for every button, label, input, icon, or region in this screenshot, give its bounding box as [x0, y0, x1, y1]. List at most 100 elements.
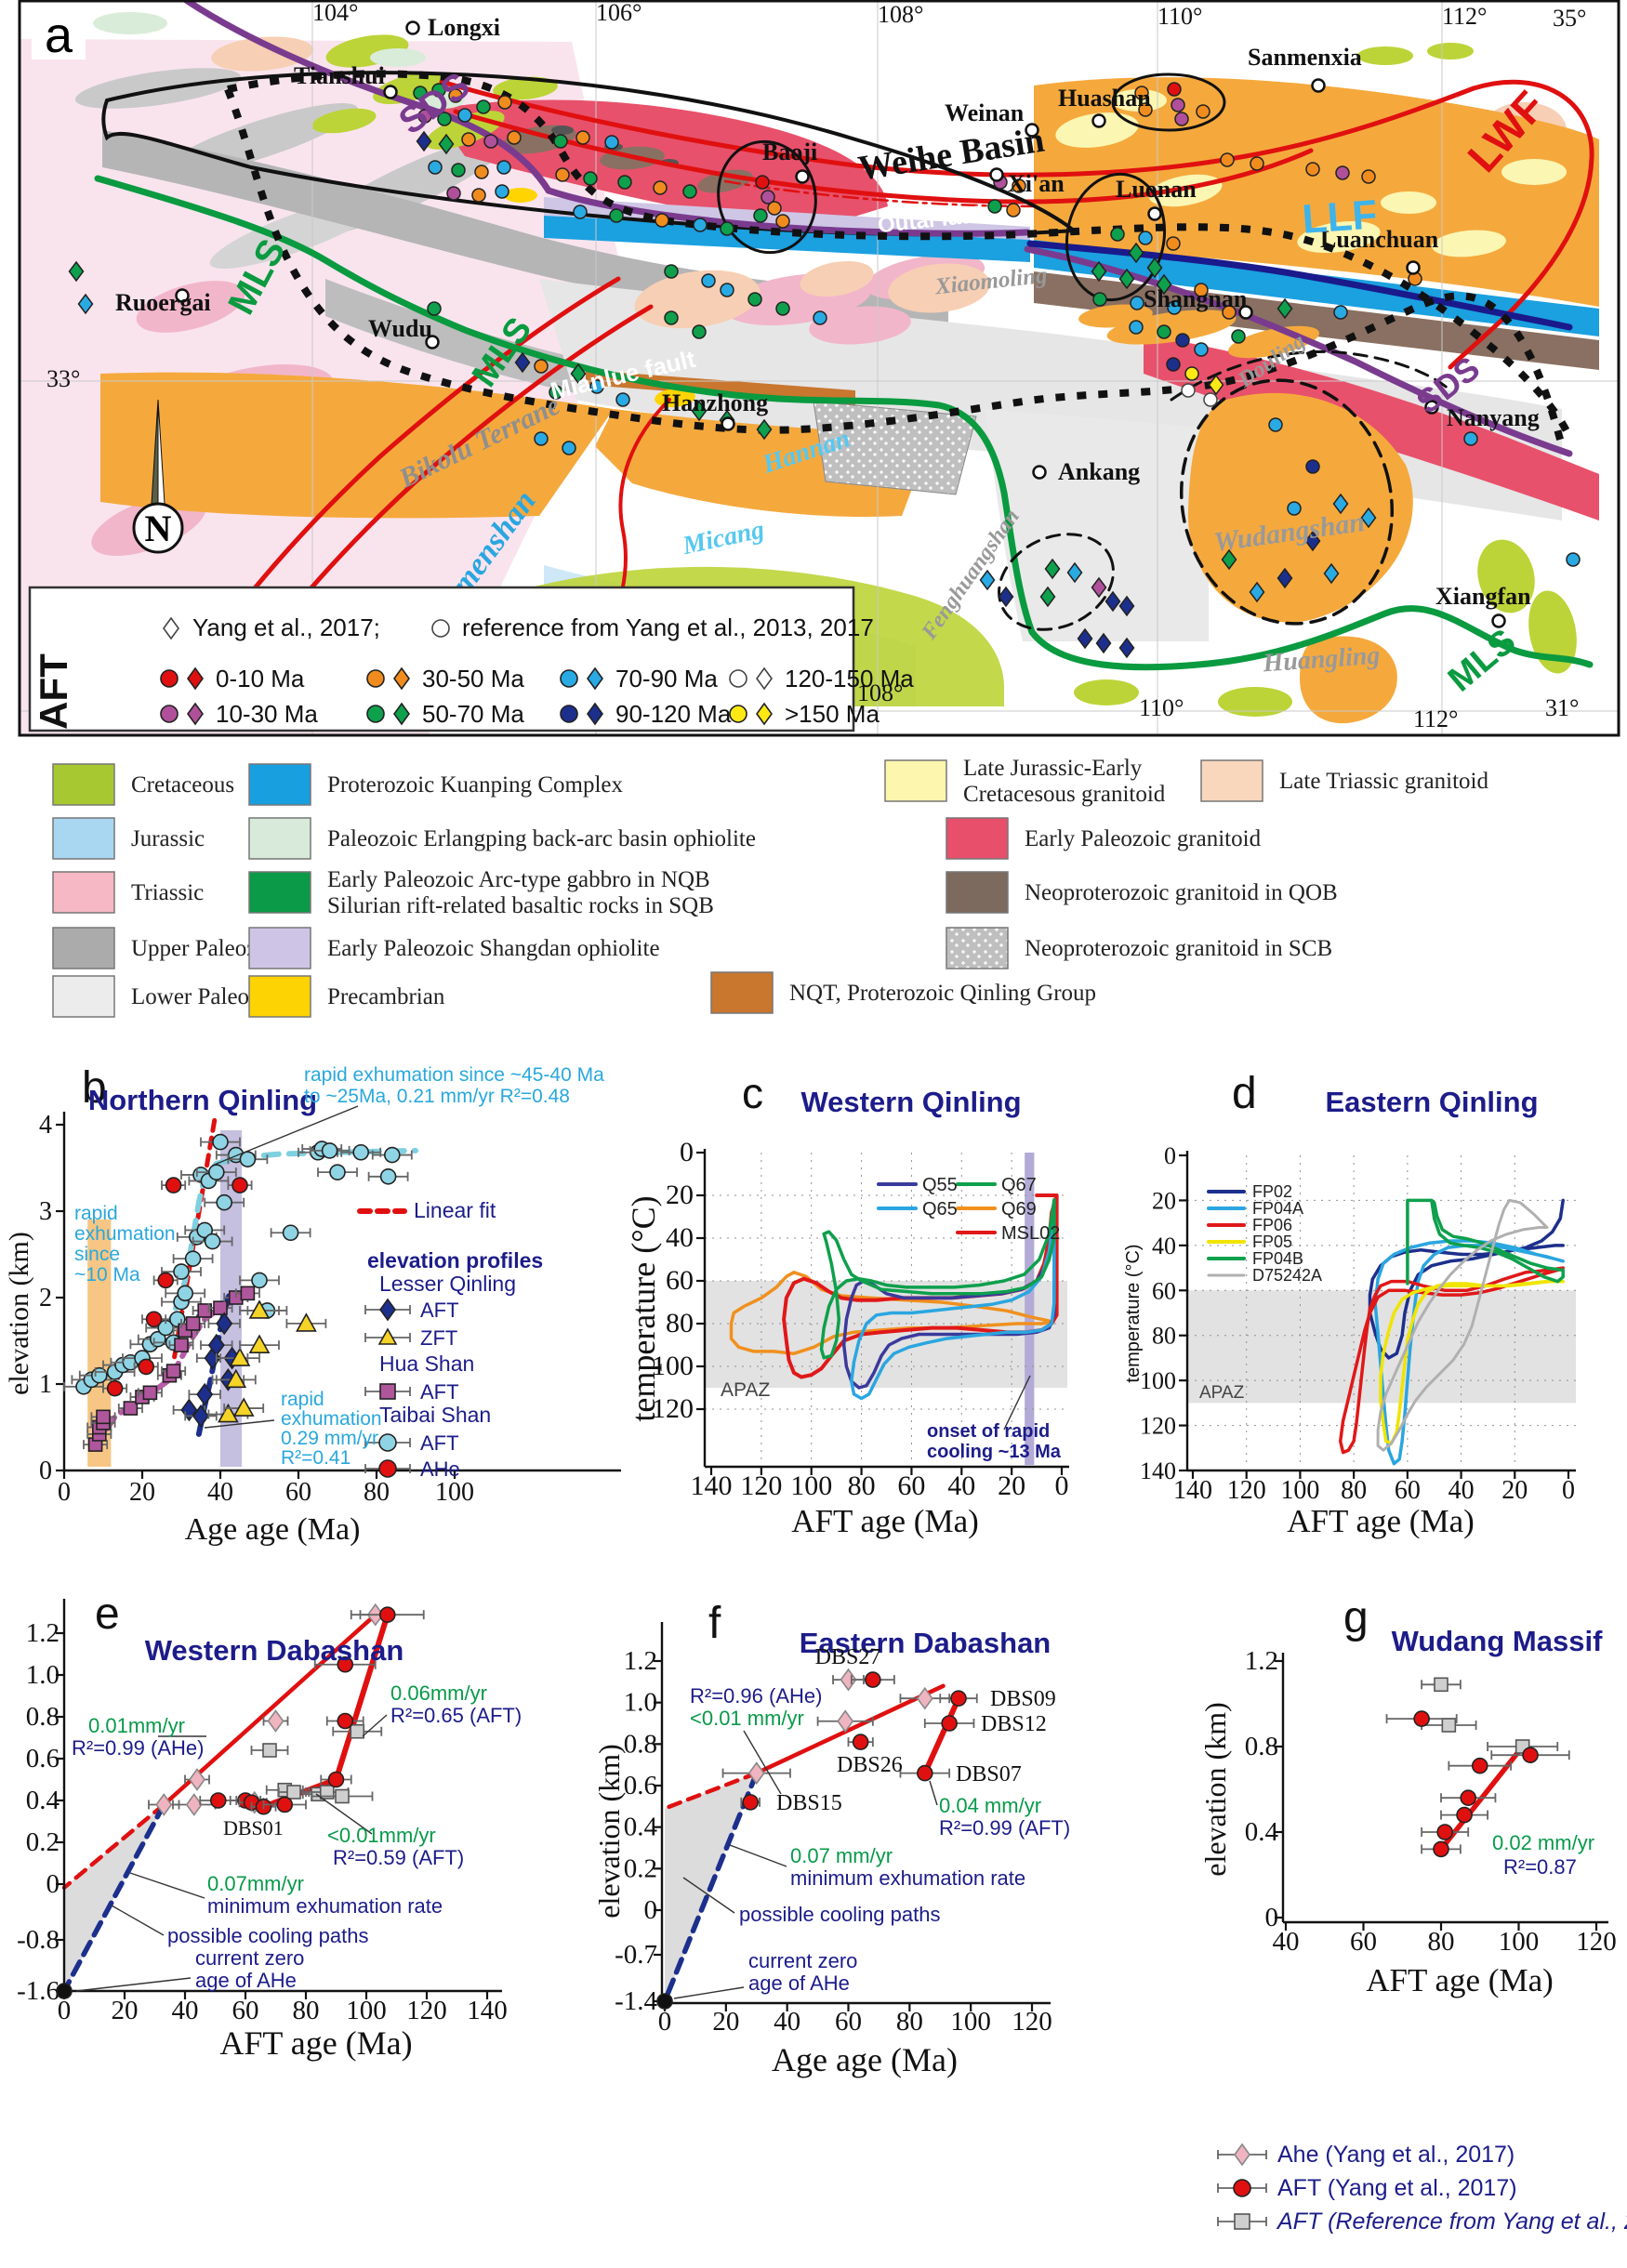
svg-text:1.2: 1.2 [624, 1646, 657, 1676]
svg-text:-1.4: -1.4 [615, 1986, 657, 2016]
g-legend-aft: AFT (Yang et al., 2017) [1277, 2175, 1517, 2201]
city-label-sanmenxia: Sanmenxia [1248, 44, 1362, 71]
svg-text:0: 0 [1164, 1142, 1176, 1169]
svg-text:R²=0.87: R²=0.87 [1503, 1855, 1577, 1879]
svg-text:100: 100 [1280, 1476, 1319, 1505]
svg-text:60: 60 [1350, 1927, 1377, 1957]
svg-text:0.6: 0.6 [26, 1744, 60, 1774]
map-border [18, 0, 1620, 737]
svg-text:possible cooling paths: possible cooling paths [167, 1924, 368, 1947]
svg-text:APAZ: APAZ [721, 1379, 770, 1401]
panel-e-title: Western Dabashan [145, 1634, 404, 1667]
svg-text:Taibai Shan: Taibai Shan [379, 1403, 491, 1427]
city-dot-wudu [425, 335, 440, 349]
legend-label-10: Late Jurassic-Early Cretacesous granitoid [963, 756, 1166, 807]
svg-text:D75242A: D75242A [1252, 1266, 1322, 1285]
svg-text:120: 120 [1012, 2007, 1052, 2037]
svg-text:120: 120 [1140, 1413, 1176, 1440]
panel-f-ylabel: elevation (km) [592, 1744, 626, 1918]
svg-text:60: 60 [285, 1478, 311, 1507]
legend-chip-13 [946, 871, 1009, 914]
svg-text:0.2: 0.2 [624, 1853, 657, 1883]
legend-label-1: Jurassic [131, 826, 205, 851]
svg-text:140: 140 [467, 1996, 508, 2025]
svg-text:DBS15: DBS15 [776, 1791, 842, 1815]
graticule-104: 104° [312, 0, 358, 26]
svg-text:100: 100 [1140, 1367, 1176, 1394]
svg-text:DBS09: DBS09 [990, 1687, 1056, 1711]
city-dot-tianshui [383, 85, 398, 99]
svg-text:elevation profiles: elevation profiles [367, 1248, 543, 1272]
graticule-106: 106° [596, 0, 642, 26]
svg-text:FP04A: FP04A [1252, 1199, 1303, 1218]
panel-letter-b: b [82, 1063, 107, 1113]
svg-text:100: 100 [435, 1478, 474, 1507]
fault-mls [94, 175, 1594, 671]
svg-text:AFT: AFT [420, 1431, 459, 1455]
svg-text:AFT: AFT [420, 1380, 459, 1404]
panel-b-xlabel: Age age (Ma) [185, 1512, 361, 1547]
g-legend-ahe: Ahe (Yang et al., 2017) [1277, 2142, 1515, 2168]
panel-g-xlabel: AFT age (Ma) [1366, 1962, 1554, 1998]
svg-text:1.0: 1.0 [26, 1660, 60, 1690]
svg-text:100: 100 [950, 2007, 991, 2037]
graticule-108b: 108° [857, 679, 903, 706]
svg-text:2: 2 [39, 1284, 52, 1312]
city-dot-xiangfan [1491, 613, 1506, 628]
svg-text:0: 0 [680, 1137, 694, 1167]
city-label-luonan: Luonan [1116, 176, 1197, 203]
svg-text:ZFT: ZFT [420, 1326, 457, 1350]
city-label-luanchuan: Luanchuan [1320, 226, 1439, 253]
legend-label-13: Neoproterozoic granitoid in QOB [1025, 880, 1338, 905]
svg-text:60: 60 [1395, 1476, 1421, 1505]
graticule-108: 108° [878, 1, 923, 28]
svg-text:40: 40 [1448, 1476, 1475, 1505]
svg-text:140: 140 [1140, 1457, 1176, 1484]
panel-c-title: Western Qinling [800, 1086, 1021, 1118]
svg-text:1.0: 1.0 [624, 1688, 657, 1718]
svg-text:40: 40 [172, 1996, 199, 2025]
svg-text:0: 0 [39, 1457, 52, 1485]
svg-text:Q65: Q65 [922, 1199, 958, 1220]
aft-entry-7: >150 Ma [785, 700, 880, 728]
city-label-nanyang: Nanyang [1447, 404, 1540, 431]
city-label-wudu: Wudu [368, 315, 432, 342]
svg-text:0.8: 0.8 [1245, 1732, 1278, 1761]
svg-text:20: 20 [998, 1470, 1025, 1501]
svg-text:0: 0 [644, 1895, 658, 1925]
svg-text:120: 120 [740, 1470, 782, 1501]
aft-entry-5: 50-70 Ma [422, 700, 524, 728]
panel-letter-d: d [1232, 1069, 1257, 1118]
legend-chip-2 [52, 871, 115, 914]
svg-text:0.07mm/yr: 0.07mm/yr [207, 1872, 304, 1895]
panel-d-title: Eastern Qinling [1325, 1086, 1538, 1118]
panel-letter-a: a [45, 7, 73, 63]
svg-text:R²=0.59 (AFT): R²=0.59 (AFT) [333, 1846, 464, 1869]
svg-text:-0.7: -0.7 [615, 1940, 657, 1970]
svg-text:20: 20 [666, 1180, 694, 1210]
svg-text:0.8: 0.8 [624, 1729, 657, 1759]
svg-text:0.06mm/yr: 0.06mm/yr [390, 1681, 487, 1705]
svg-text:-1.6: -1.6 [17, 1976, 60, 2006]
taibai-ellipse [717, 139, 817, 255]
city-dot-luonan [1147, 206, 1162, 221]
svg-text:MSL02: MSL02 [1001, 1223, 1060, 1244]
aft-entry-2: 70-90 Ma [615, 665, 718, 692]
map-panel: N Longxi Tianshui Baoji Weinan Xi'an Huashan S… [18, 0, 1620, 737]
svg-text:DBS12: DBS12 [981, 1712, 1047, 1736]
map-sample-points [68, 82, 1581, 659]
panel-b-ylabel: elevation (km) [4, 1232, 34, 1395]
city-dot-nanyang [1424, 400, 1439, 415]
svg-text:DBS07: DBS07 [956, 1762, 1022, 1787]
panel-d-xlabel: AFT age (Ma) [1287, 1503, 1475, 1539]
svg-text:0: 0 [658, 2007, 672, 2037]
legend-label-15: NQT, Proterozoic Qinling Group [789, 981, 1096, 1006]
legend-chip-0 [52, 763, 115, 806]
svg-text:Linear fit: Linear fit [414, 1198, 496, 1222]
aft-entry-3: 120-150 Ma [785, 665, 914, 692]
svg-text:0.04 mm/yr: 0.04 mm/yr [939, 1794, 1041, 1817]
